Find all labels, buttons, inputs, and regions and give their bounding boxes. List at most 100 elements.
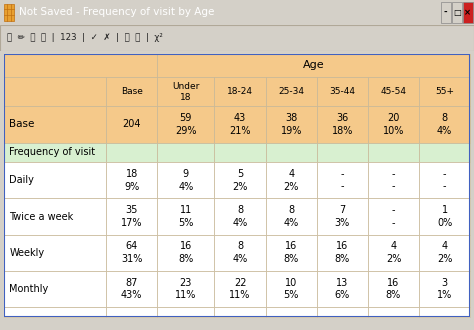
Text: 45-54: 45-54 bbox=[381, 87, 407, 96]
Bar bbox=[157, 235, 214, 271]
Bar bbox=[265, 143, 317, 162]
Text: 11
5%: 11 5% bbox=[178, 205, 193, 228]
Text: Not Saved - Frequency of visit by Age: Not Saved - Frequency of visit by Age bbox=[19, 7, 214, 17]
Text: □: □ bbox=[453, 8, 461, 17]
Text: 18-24: 18-24 bbox=[227, 87, 253, 96]
Text: Daily: Daily bbox=[9, 175, 34, 185]
Bar bbox=[214, 307, 265, 317]
Text: 59
29%: 59 29% bbox=[175, 113, 197, 136]
Bar bbox=[419, 106, 470, 143]
Text: -
-: - - bbox=[443, 169, 447, 191]
Text: 4
2%: 4 2% bbox=[283, 169, 299, 191]
Text: Frequency of visit: Frequency of visit bbox=[9, 148, 96, 157]
Bar bbox=[106, 106, 157, 143]
Bar bbox=[4, 307, 106, 317]
Text: 55+: 55+ bbox=[435, 87, 454, 96]
Text: 8
4%: 8 4% bbox=[437, 113, 452, 136]
Bar bbox=[368, 271, 419, 307]
Text: 4
2%: 4 2% bbox=[386, 242, 401, 264]
Text: 1
0%: 1 0% bbox=[437, 205, 452, 228]
Text: -
-: - - bbox=[392, 169, 395, 191]
Bar bbox=[4, 143, 106, 162]
Bar bbox=[214, 198, 265, 235]
Bar bbox=[106, 162, 157, 198]
Text: Age: Age bbox=[303, 60, 325, 70]
Bar bbox=[4, 77, 106, 106]
Text: 204: 204 bbox=[122, 119, 141, 129]
Bar bbox=[463, 2, 473, 23]
Bar bbox=[419, 77, 470, 106]
Bar bbox=[441, 2, 451, 23]
Text: 38
19%: 38 19% bbox=[281, 113, 302, 136]
Bar bbox=[214, 143, 265, 162]
Text: 35
17%: 35 17% bbox=[121, 205, 142, 228]
Text: -: - bbox=[444, 8, 447, 17]
Bar bbox=[4, 54, 157, 77]
Bar bbox=[368, 143, 419, 162]
Bar bbox=[4, 235, 106, 271]
Bar bbox=[157, 54, 470, 77]
Bar bbox=[4, 198, 106, 235]
Bar bbox=[265, 235, 317, 271]
Text: Twice a week: Twice a week bbox=[9, 212, 73, 221]
Bar bbox=[419, 307, 470, 317]
Bar bbox=[106, 235, 157, 271]
Bar bbox=[368, 77, 419, 106]
Bar bbox=[419, 143, 470, 162]
Bar bbox=[106, 143, 157, 162]
Text: 3
1%: 3 1% bbox=[437, 278, 452, 300]
Bar bbox=[265, 271, 317, 307]
Bar bbox=[419, 162, 470, 198]
Bar bbox=[317, 271, 368, 307]
Text: 📊  ✏  🔗  📋  |  123  |  ✓  ✗  |  📄  🖨  |  χ²: 📊 ✏ 🔗 📋 | 123 | ✓ ✗ | 📄 🖨 | χ² bbox=[7, 33, 163, 43]
Bar bbox=[4, 271, 106, 307]
Bar bbox=[4, 106, 106, 143]
Text: Under
18: Under 18 bbox=[172, 82, 200, 102]
Text: 9
4%: 9 4% bbox=[178, 169, 193, 191]
Text: 22
11%: 22 11% bbox=[229, 278, 251, 300]
Bar bbox=[265, 106, 317, 143]
Bar bbox=[452, 2, 462, 23]
Bar bbox=[157, 307, 214, 317]
Bar bbox=[4, 162, 106, 198]
Text: Base: Base bbox=[9, 119, 35, 129]
Text: 18
9%: 18 9% bbox=[124, 169, 139, 191]
Text: 4
2%: 4 2% bbox=[437, 242, 452, 264]
Text: 16
8%: 16 8% bbox=[283, 242, 299, 264]
Text: 43
21%: 43 21% bbox=[229, 113, 251, 136]
Text: -
-: - - bbox=[341, 169, 344, 191]
Bar bbox=[4, 4, 14, 21]
Text: 23
11%: 23 11% bbox=[175, 278, 197, 300]
Bar bbox=[317, 106, 368, 143]
Bar bbox=[265, 198, 317, 235]
Bar bbox=[317, 143, 368, 162]
Text: 8
4%: 8 4% bbox=[232, 242, 247, 264]
Text: 8
4%: 8 4% bbox=[232, 205, 247, 228]
Bar bbox=[106, 307, 157, 317]
Text: Weekly: Weekly bbox=[9, 248, 45, 258]
Bar bbox=[265, 77, 317, 106]
Text: 8
4%: 8 4% bbox=[283, 205, 299, 228]
Text: 64
31%: 64 31% bbox=[121, 242, 142, 264]
Bar bbox=[317, 77, 368, 106]
Bar bbox=[214, 162, 265, 198]
Bar bbox=[214, 271, 265, 307]
Bar bbox=[265, 307, 317, 317]
Bar bbox=[265, 162, 317, 198]
Bar bbox=[214, 77, 265, 106]
Bar bbox=[157, 162, 214, 198]
Bar bbox=[419, 271, 470, 307]
Bar bbox=[368, 235, 419, 271]
Bar bbox=[106, 271, 157, 307]
Bar bbox=[106, 77, 157, 106]
Bar bbox=[317, 198, 368, 235]
Text: 7
3%: 7 3% bbox=[335, 205, 350, 228]
Bar bbox=[317, 307, 368, 317]
Bar bbox=[214, 235, 265, 271]
Bar bbox=[106, 198, 157, 235]
Text: 36
18%: 36 18% bbox=[332, 113, 353, 136]
Bar bbox=[368, 198, 419, 235]
Text: 13
6%: 13 6% bbox=[335, 278, 350, 300]
Text: 20
10%: 20 10% bbox=[383, 113, 404, 136]
Bar bbox=[157, 271, 214, 307]
